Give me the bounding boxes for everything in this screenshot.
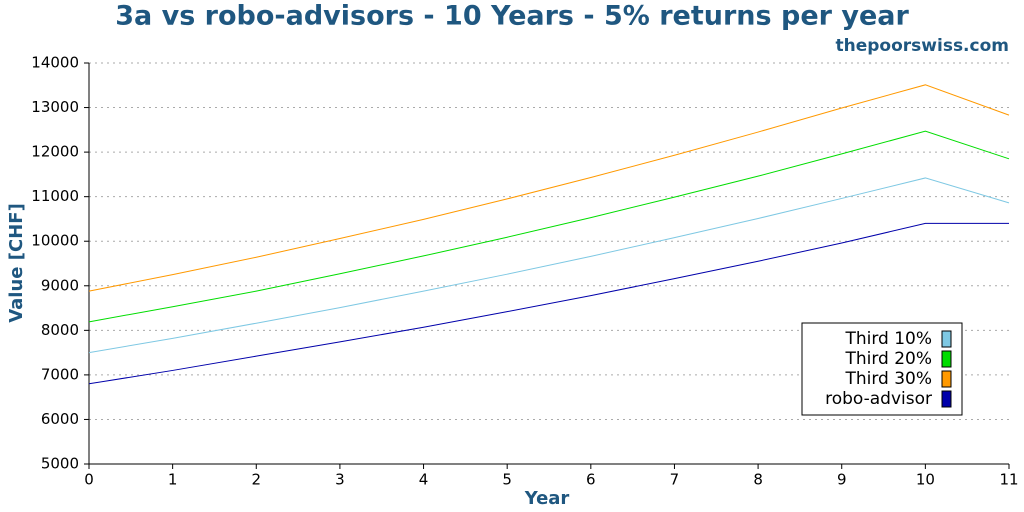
x-tick-label: 5 — [502, 471, 512, 489]
x-tick-label: 4 — [419, 471, 429, 489]
series-line — [88, 130, 1010, 323]
x-tick-label: 7 — [670, 471, 680, 489]
y-tick-label: 8000 — [41, 321, 79, 339]
x-axis-label: Year — [524, 488, 570, 509]
series-line — [88, 177, 1010, 354]
y-tick-label: 7000 — [41, 365, 79, 383]
series-line — [88, 84, 1010, 292]
y-tick-label: 5000 — [41, 455, 79, 473]
x-tick-label: 0 — [84, 471, 94, 489]
legend-swatch — [941, 350, 952, 368]
x-tick-label: 1 — [168, 471, 178, 489]
x-tick-label: 9 — [837, 471, 847, 489]
x-tick-label: 2 — [251, 471, 261, 489]
y-tick-label: 10000 — [31, 232, 79, 250]
series-line — [88, 222, 1009, 385]
chart-subtitle: thepoorswiss.com — [836, 36, 1010, 56]
legend-label: Third 20% — [844, 349, 932, 369]
y-axis-label: Value [CHF] — [6, 203, 27, 323]
y-tick-label: 12000 — [31, 143, 79, 161]
legend-box — [801, 322, 963, 416]
y-tick-label: 9000 — [41, 276, 79, 294]
x-tick-label: 6 — [586, 471, 596, 489]
y-tick-label: 14000 — [31, 54, 79, 72]
x-tick-label: 10 — [916, 471, 935, 489]
x-tick-label: 11 — [999, 471, 1018, 489]
y-tick-label: 13000 — [31, 98, 79, 116]
legend-swatch — [941, 330, 952, 348]
legend-label: Third 10% — [844, 329, 932, 349]
legend-label: Third 30% — [844, 369, 932, 389]
y-tick-label: 6000 — [41, 410, 79, 428]
legend-label: robo-advisor — [825, 389, 932, 409]
legend-swatch — [941, 390, 952, 408]
x-tick-label: 8 — [753, 471, 763, 489]
chart-title: 3a vs robo-advisors - 10 Years - 5% retu… — [115, 1, 909, 32]
y-tick-label: 11000 — [31, 187, 79, 205]
legend-swatch — [941, 370, 952, 388]
x-tick-label: 3 — [335, 471, 345, 489]
